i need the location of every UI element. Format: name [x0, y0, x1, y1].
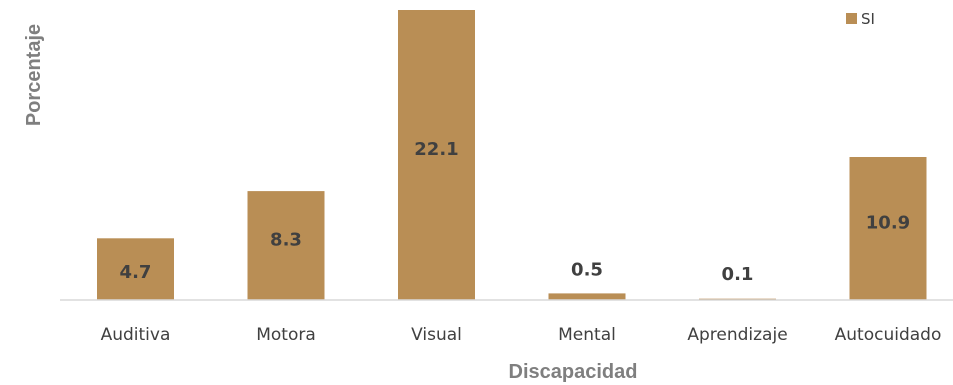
x-tick-labels-group: Auditiva Motora Visual Mental Aprendizaje Aut… [101, 325, 942, 345]
x-tick-auditiva: Auditiva [101, 325, 171, 345]
data-label-motora: 8.3 [270, 230, 302, 251]
legend-swatch [846, 13, 857, 24]
bar-autocuidado [849, 157, 927, 300]
x-tick-motora: Motora [256, 325, 316, 345]
data-label-auditiva: 4.7 [120, 262, 152, 283]
x-tick-autocuidado: Autocuidado [835, 325, 942, 345]
bar-auditiva [97, 238, 174, 300]
data-label-autocuidado: 10.9 [866, 213, 910, 234]
x-tick-visual: Visual [411, 325, 462, 345]
x-tick-mental: Mental [558, 325, 616, 345]
bar-motora [247, 191, 325, 300]
data-label-visual: 22.1 [414, 139, 458, 160]
y-axis-title: Porcentaje [23, 24, 45, 126]
bars-group [97, 10, 927, 300]
x-tick-aprendizaje: Aprendizaje [687, 325, 787, 345]
bar-visual [398, 10, 475, 300]
data-label-aprendizaje: 0.1 [722, 264, 754, 285]
legend-label: SI [861, 10, 875, 28]
data-label-mental: 0.5 [571, 259, 603, 280]
bar-mental [548, 293, 626, 300]
data-labels-group: 4.7 8.3 22.1 0.5 0.1 10.9 [120, 139, 911, 285]
x-axis-title: Discapacidad [509, 361, 638, 383]
legend: SI [846, 10, 875, 28]
